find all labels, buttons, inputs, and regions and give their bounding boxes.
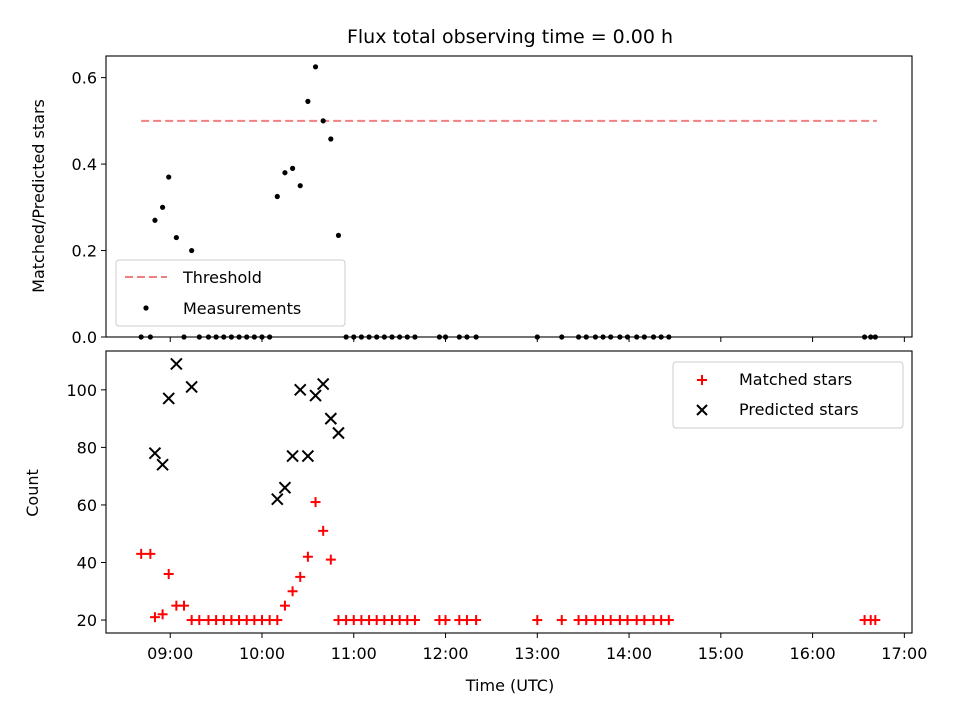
matched-star-point [471,615,482,626]
matched-star-point [157,609,168,620]
bottom-x-tick-label: 13:00 [514,644,560,663]
bottom-x-tick-label: 14:00 [606,644,652,663]
matched-star-point [622,615,633,626]
matched-star-point [179,600,189,611]
matched-star-point [461,615,472,626]
bottom-x-tick-label: 17:00 [881,644,927,663]
matched-star-point [409,615,420,626]
bottom-y-axis-label: Count [23,469,42,517]
top-legend-box [115,259,346,327]
top-y-axis-label: Matched/Predicted stars [29,99,48,293]
bottom-y-tick-label: 20 [77,611,97,630]
predicted-star-point [332,426,345,440]
measurement-point [152,217,158,223]
predicted-star-point [278,481,292,494]
matched-star-point [287,586,298,597]
bottom-legend: Matched stars Predicted stars [672,361,904,429]
predicted-star-point [301,449,315,463]
predicted-star-point [286,449,299,463]
bottom-x-tick-label: 11:00 [331,644,377,663]
bottom-panel: Count Time (UTC) 20 40 60 80 100 09:00 10:00 1… [23,350,927,695]
predicted-star-point [162,392,175,405]
top-axes-frame [105,55,913,338]
top-y-tick-label: 0.0 [72,328,97,347]
predicted-star-point [156,458,169,471]
top-y-tick-label: 0.4 [72,155,97,174]
top-y-ticks: 0.0 0.2 0.4 0.6 [72,69,106,347]
matched-star-point [581,615,592,626]
matched-star-point [325,554,336,565]
matched-star-point [302,551,313,562]
matched-star-point [272,615,283,626]
bottom-x-tick-label: 15:00 [698,644,744,663]
bottom-plot-area [136,357,881,626]
matched-star-point [639,615,650,626]
matched-star-point [663,615,674,626]
measurement-point [320,118,326,124]
measurement-point [173,234,179,241]
measurement-point [305,98,311,104]
bottom-x-ticks: 09:00 10:00 11:00 12:00 13:00 14:00 15:00 16:00… [147,633,927,663]
matched-stars-legend-swatch [697,375,707,385]
measurement-point [312,64,319,70]
bottom-x-tick-label: 09:00 [147,644,193,663]
bottom-legend-box [672,361,904,429]
top-legend: Threshold Measurements [115,259,346,327]
predicted-star-point [294,383,307,397]
measurement-point [274,193,280,200]
measurements-legend-swatch [143,305,149,311]
predicted-star-point [170,357,183,371]
predicted-star-point [309,389,322,402]
matched-star-point [145,548,156,559]
matched-star-point [194,615,205,626]
bottom-y-tick-label: 60 [77,496,97,515]
measurement-point [289,165,296,171]
legend-matched-label: Matched stars [739,370,852,389]
matched-star-point [556,615,567,626]
chart-title: Flux total observing time = 0.00 h [347,26,673,48]
top-y-tick-label: 0.2 [72,242,97,261]
matched-star-point [136,548,147,559]
measurement-point [159,204,166,210]
matched-star-point [163,569,174,580]
bottom-y-tick-label: 40 [77,554,97,573]
matched-star-point [870,615,881,626]
bottom-x-tick-label: 16:00 [790,644,836,663]
predicted-star-point [271,492,284,506]
predicted-stars-legend-swatch [696,404,708,416]
matched-star-point [605,615,616,626]
predicted-star-point [316,377,330,391]
matched-star-point [295,571,306,582]
bottom-y-ticks: 20 40 60 80 100 [66,381,106,630]
measurement-point [166,174,172,180]
predicted-star-point [324,412,338,425]
top-panel: Flux total observing time = 0.00 h Match… [29,26,913,347]
measurement-point [335,232,342,239]
matched-star-point [310,497,321,508]
matched-star-point [440,615,451,626]
measurement-point [282,170,288,176]
bottom-y-tick-label: 80 [77,438,97,457]
matched-star-point [149,612,160,623]
legend-predicted-label: Predicted stars [739,400,859,419]
x-axis-label: Time (UTC) [465,676,554,695]
measurement-point [328,136,334,142]
top-y-tick-label: 0.6 [72,69,97,88]
matched-star-point [318,525,329,536]
measurement-point [297,183,303,189]
bottom-y-tick-label: 100 [66,381,97,400]
measurement-point [189,247,195,254]
predicted-star-point [185,380,198,394]
predicted-star-point [148,446,162,460]
bottom-axes-frame [105,350,913,634]
bottom-x-tick-label: 10:00 [239,644,285,663]
matched-star-point [532,615,543,626]
bottom-x-tick-label: 12:00 [422,644,468,663]
legend-threshold-label: Threshold [182,268,262,287]
matched-star-point [279,600,290,611]
legend-measurements-label: Measurements [183,299,301,318]
